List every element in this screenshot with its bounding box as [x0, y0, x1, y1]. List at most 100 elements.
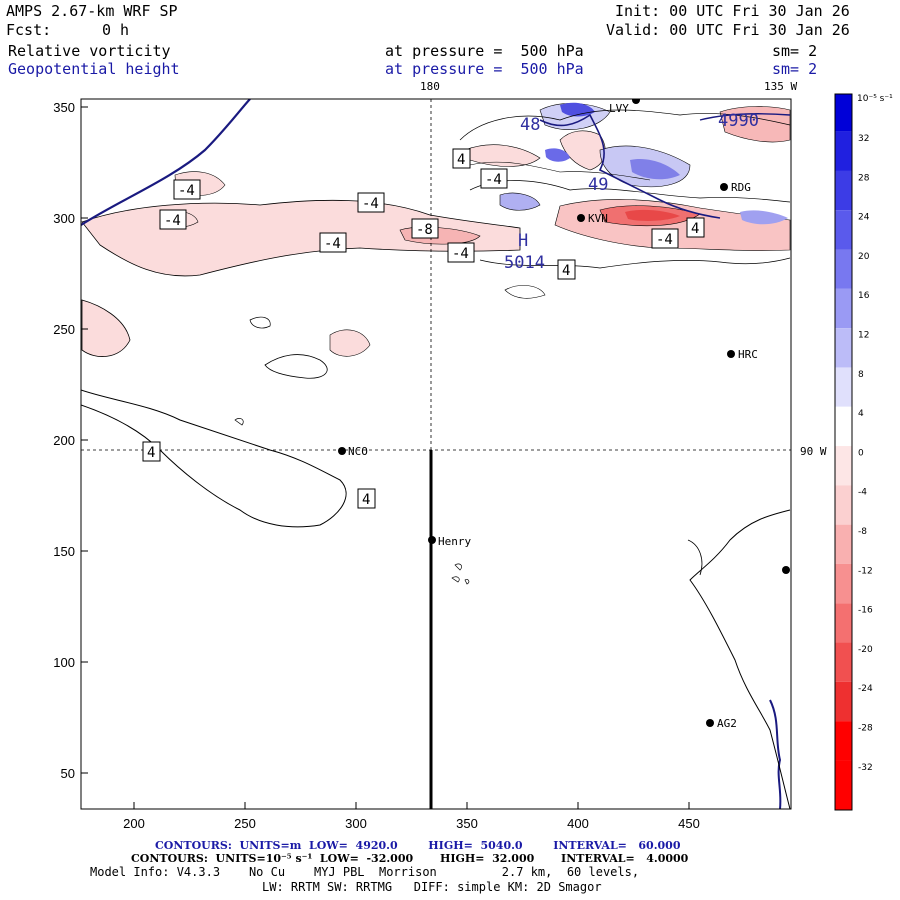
station-lvy-marker [632, 99, 640, 104]
colorbar-tick-label: 24 [858, 213, 870, 223]
colorbar-cell [835, 406, 852, 447]
y-tick-label: 250 [53, 322, 75, 337]
x-tick-label: 300 [345, 816, 367, 831]
y-axis-labels: 350 300 250 200 150 100 50 [53, 100, 75, 781]
colorbar-tick-label: 0 [858, 448, 864, 458]
contour-label: 4 [562, 263, 570, 279]
contour-label: -4 [485, 172, 502, 188]
height-label: 5014 [504, 253, 545, 273]
height-label: 4990 [718, 111, 759, 131]
colorbar-cell [835, 170, 852, 211]
y-tick-label: 50 [61, 766, 75, 781]
model-title: AMPS 2.67-km WRF SP [6, 2, 178, 20]
contour-label: 4 [457, 152, 465, 168]
field1-smoothing: sm= 2 [772, 42, 818, 60]
colorbar-cell [835, 721, 852, 761]
colorbar-cell [835, 210, 852, 250]
station-label-henry: Henry [438, 535, 471, 548]
valid-time: Valid: 00 UTC Fri 30 Jan 26 [606, 21, 850, 39]
colorbar-tick-label: -24 [858, 684, 873, 694]
colorbar-cell [835, 249, 852, 289]
colorbar-tick-label: 4 [858, 409, 864, 419]
physics-info: LW: RRTM SW: RRTMG DIFF: simple KM: 2D S… [262, 880, 602, 894]
map-field [81, 99, 791, 809]
colorbar-frame [834, 93, 853, 811]
height-contour-info: CONTOURS: UNITS=m LOW= 4920.0 HIGH= 5040… [155, 839, 681, 852]
init-time: Init: 00 UTC Fri 30 Jan 26 [615, 2, 850, 20]
x-axis-labels: 200 250 300 350 400 450 [123, 816, 700, 831]
y-tick-label: 350 [53, 100, 75, 115]
colorbar-cell [835, 446, 852, 486]
x-tick-label: 350 [456, 816, 478, 831]
contour-label: -4 [452, 246, 469, 262]
colorbar-cell [835, 131, 852, 171]
contour-label: -8 [416, 222, 433, 238]
x-tick-label: 200 [123, 816, 145, 831]
high-marker: H [518, 231, 528, 251]
station-nco-marker [338, 447, 346, 455]
x-tick-label: 450 [678, 816, 700, 831]
y-tick-label: 150 [53, 544, 75, 559]
colorbar-tick-label: -4 [858, 488, 867, 498]
colorbar-cell [835, 485, 852, 525]
colorbar-cell [835, 642, 852, 682]
colorbar-cell [835, 288, 852, 329]
contour-label: -4 [324, 236, 341, 252]
contour-label: -4 [656, 232, 673, 248]
station-label-kvn: KVN [588, 212, 608, 225]
contour-labels: -4 -4 -4 -4 -8 -4 4 -4 4 -4 4 4 4 [142, 148, 705, 509]
station-edge-marker [782, 566, 790, 574]
graticule-labels: 180 135 W 90 W [420, 80, 827, 458]
vorticity-contour-info: CONTOURS: UNITS=10⁻⁵ s⁻¹ LOW= -32.000 HI… [131, 852, 689, 865]
field2-smoothing: sm= 2 [772, 60, 818, 78]
colorbar-cell [835, 94, 852, 132]
y-tick-label: 200 [53, 433, 75, 448]
colorbar-cell [835, 563, 852, 604]
colorbar-tick-label: -32 [858, 763, 873, 773]
station-ag2-marker [706, 719, 714, 727]
field2-level: at pressure = 500 hPa [385, 60, 584, 78]
colorbar-tick-label: -20 [858, 645, 873, 655]
colorbar-tick-label: -12 [858, 566, 873, 576]
colorbar-cell [835, 367, 852, 407]
colorbar-tick-label: 20 [858, 252, 870, 262]
station-label-hrc: HRC [738, 348, 758, 361]
colorbar-tick-label: 28 [858, 173, 870, 183]
colorbar-cell [835, 603, 852, 643]
contour-label: -4 [362, 196, 379, 212]
station-label-nco: NCO [348, 445, 368, 458]
forecast-hour: 0 h [102, 21, 130, 39]
colorbar-cell [835, 328, 852, 368]
meridian-label-135w: 135 W [764, 80, 797, 93]
plot-frame [80, 98, 792, 810]
contour-label: -4 [164, 213, 181, 229]
station-hrc-marker [727, 350, 735, 358]
colorbar-unit: 10⁻⁵ s⁻¹ [857, 94, 893, 104]
colorbar-cell [835, 681, 852, 722]
x-tick-label: 250 [234, 816, 256, 831]
field1-level: at pressure = 500 hPa [385, 42, 584, 60]
colorbar-tick-label: 32 [858, 134, 869, 144]
meridian-label-180: 180 [420, 80, 440, 93]
station-label-lvy: LVY [609, 102, 629, 115]
contour-label: 4 [691, 221, 699, 237]
station-rdg-marker [720, 183, 728, 191]
colorbar-cell [835, 760, 852, 810]
y-tick-label: 100 [53, 655, 75, 670]
colorbar: 32 28 24 20 16 12 8 4 0 -4 -8 -12 -16 -20 -24 -28 -32 10… [834, 93, 893, 811]
contour-label: 4 [362, 492, 370, 508]
height-label: 48 [520, 115, 540, 135]
colorbar-tick-label: 16 [858, 291, 870, 301]
colorbar-tick-label: -28 [858, 724, 873, 734]
y-tick-label: 300 [53, 211, 75, 226]
colorbar-tick-label: -16 [858, 606, 873, 616]
x-tick-label: 400 [567, 816, 589, 831]
colorbar-ticks: 32 28 24 20 16 12 8 4 0 -4 -8 -12 -16 -20 -24 -28 -32 [858, 134, 873, 773]
forecast-label: Fcst: [6, 21, 52, 39]
field2-name: Geopotential height [8, 60, 180, 78]
colorbar-cell [835, 524, 852, 564]
contour-label: 4 [147, 445, 155, 461]
colorbar-cells [835, 94, 852, 810]
height-labels: 5014 4990 48 49 H [504, 111, 759, 273]
